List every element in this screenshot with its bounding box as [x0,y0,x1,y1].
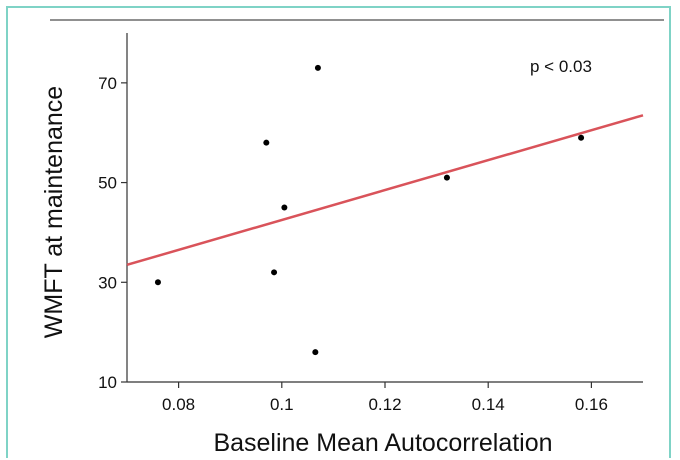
data-point [578,134,585,141]
data-point [154,279,161,286]
y-axis-title: WMFT at maintenance [40,86,68,338]
data-point [263,139,270,146]
x-tick-label: 0.1 [270,395,294,414]
data-point [443,174,450,181]
p-value-annotation: p < 0.03 [530,57,592,76]
x-tick-label: 0.14 [472,395,505,414]
x-tick-label: 0.12 [368,395,401,414]
figure-frame [6,6,671,458]
data-point [271,269,278,276]
y-tick-label: 50 [98,174,117,193]
data-point [281,204,288,211]
data-point [314,64,321,71]
y-tick-label: 30 [98,273,117,292]
x-tick-label: 0.16 [575,395,608,414]
x-tick-label: 0.08 [162,395,195,414]
x-axis-title: Baseline Mean Autocorrelation [213,429,552,457]
trend-line [126,114,644,267]
y-tick-label: 10 [98,373,117,392]
y-tick-label: 70 [98,74,117,93]
data-point [312,349,319,356]
